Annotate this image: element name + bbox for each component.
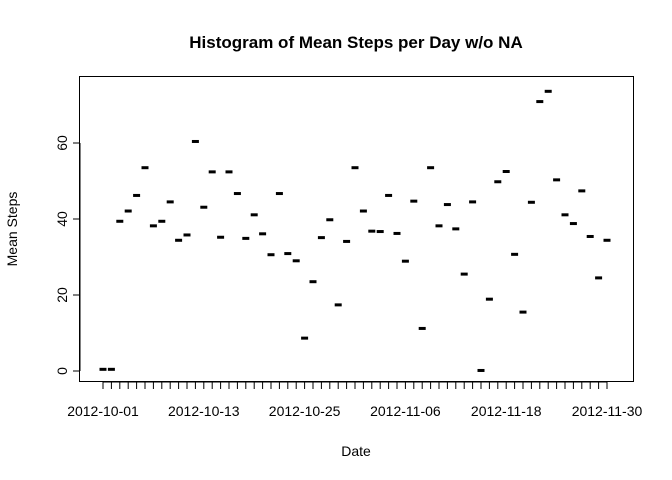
x-tick-label: 2012-11-30	[572, 403, 643, 419]
chart-title: Histogram of Mean Steps per Day w/o NA	[189, 33, 522, 52]
x-tick-label: 2012-10-13	[168, 403, 240, 419]
data-marks	[99, 89, 611, 372]
y-tick-label: 40	[54, 211, 70, 227]
x-axis-label: Date	[341, 443, 371, 459]
x-tick-label: 2012-11-06	[370, 403, 441, 419]
plot-frame	[79, 76, 634, 382]
x-tick-label: 2012-10-01	[67, 403, 139, 419]
x-axis: 2012-10-01 2012-10-13 2012-10-25 2012-11-06…	[67, 381, 643, 419]
y-tick-label: 20	[54, 287, 70, 303]
x-tick-label: 2012-11-18	[471, 403, 542, 419]
y-axis: 0 20 40 60	[54, 135, 81, 375]
y-tick-label: 60	[54, 135, 70, 151]
x-tick-label: 2012-10-25	[269, 403, 341, 419]
y-tick-label: 0	[54, 367, 70, 375]
y-axis-label: Mean Steps	[4, 192, 20, 267]
